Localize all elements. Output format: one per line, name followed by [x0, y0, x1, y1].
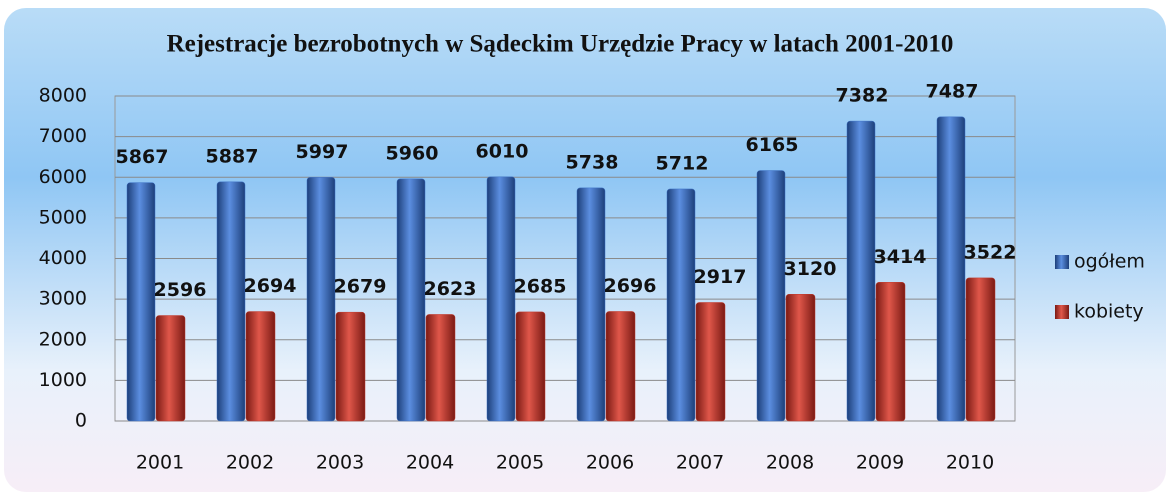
data-label: 5997 — [296, 141, 349, 163]
x-tick-label: 2001 — [136, 452, 184, 474]
data-label: 5712 — [656, 152, 709, 174]
bar — [335, 311, 366, 422]
data-label: 2623 — [424, 278, 477, 300]
x-tick-label: 2009 — [856, 452, 904, 474]
y-tick-label: 5000 — [39, 206, 87, 228]
x-tick-label: 2004 — [406, 452, 454, 474]
data-label: 5960 — [386, 142, 439, 164]
y-tick-label: 6000 — [39, 166, 87, 188]
data-label: 6010 — [476, 140, 529, 162]
bar — [756, 170, 786, 422]
bar — [846, 120, 876, 422]
bar — [126, 182, 156, 422]
data-label: 7487 — [926, 80, 979, 102]
x-tick-label: 2010 — [946, 452, 994, 474]
y-tick-label: 0 — [75, 410, 87, 432]
y-tick-label: 3000 — [39, 288, 87, 310]
x-tick-label: 2007 — [676, 452, 724, 474]
bar — [396, 178, 426, 422]
bar — [666, 188, 696, 422]
bar — [155, 315, 186, 422]
data-label: 3120 — [784, 258, 837, 280]
bar — [245, 311, 276, 422]
data-label: 6165 — [746, 134, 799, 156]
legend-label: kobiety — [1074, 301, 1144, 323]
bar — [515, 311, 546, 422]
y-tick-label: 2000 — [39, 328, 87, 350]
data-label: 2685 — [514, 275, 567, 297]
bar — [695, 302, 726, 422]
data-label: 2917 — [694, 266, 747, 288]
bar — [936, 116, 966, 422]
x-tick-label: 2006 — [586, 452, 634, 474]
bar — [216, 181, 246, 422]
bar — [486, 176, 516, 422]
bar — [605, 311, 636, 422]
data-label: 3414 — [874, 246, 927, 268]
data-label: 2696 — [604, 275, 657, 297]
y-tick-label: 4000 — [39, 247, 87, 269]
data-label: 5738 — [566, 151, 619, 173]
bar — [425, 314, 456, 422]
y-tick-label: 7000 — [39, 125, 87, 147]
data-label: 5887 — [206, 145, 259, 167]
y-tick-label: 1000 — [39, 369, 87, 391]
legend-label: ogółem — [1074, 251, 1145, 273]
y-tick-label: 8000 — [39, 85, 87, 107]
bar — [576, 187, 606, 422]
bar — [306, 177, 336, 422]
data-label: 2679 — [334, 276, 387, 298]
bar — [785, 294, 816, 422]
data-label: 7382 — [836, 85, 889, 107]
x-tick-label: 2003 — [316, 452, 364, 474]
legend-swatch — [1055, 305, 1069, 319]
data-label: 2694 — [244, 275, 297, 297]
x-tick-label: 2002 — [226, 452, 274, 474]
data-label: 5867 — [116, 146, 169, 168]
bar — [875, 282, 906, 422]
legend-swatch — [1055, 255, 1069, 269]
chart-title: Rejestracje bezrobotnych w Sądeckim Urzę… — [167, 31, 954, 58]
data-label: 3522 — [964, 241, 1017, 263]
data-label: 2596 — [154, 279, 207, 301]
bar — [965, 277, 996, 422]
x-tick-label: 2008 — [766, 452, 814, 474]
x-tick-label: 2005 — [496, 452, 544, 474]
